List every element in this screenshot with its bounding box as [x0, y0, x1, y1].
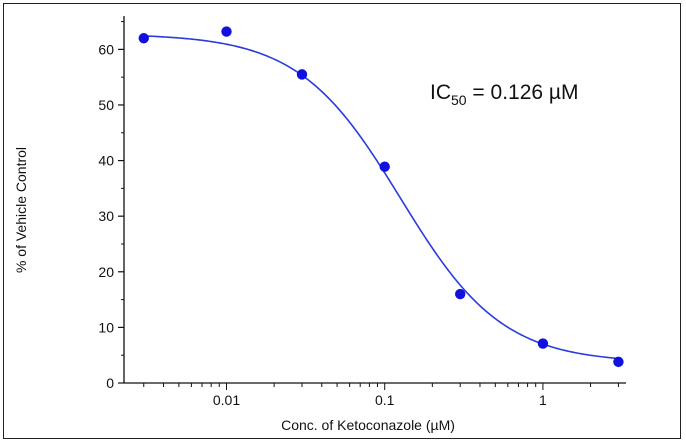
data-point [455, 288, 466, 300]
y-tick-label: 40 [98, 153, 114, 169]
ic50-annotation-value: = 0.126 µM [467, 81, 579, 104]
y-tick-label: 10 [98, 319, 114, 335]
y-tick-label: 20 [98, 264, 114, 280]
x-tick-label: 0.01 [213, 392, 240, 408]
y-tick-label: 0 [106, 375, 114, 391]
ic50-annotation: IC50 = 0.126 µM [430, 81, 579, 108]
data-point [296, 69, 308, 80]
axis-labels: 0 10 20 30 40 50 60 0.01 0.1 1 [98, 41, 547, 408]
x-tick-label: 0.1 [375, 392, 395, 408]
data-point [221, 26, 232, 37]
data-point [613, 356, 624, 368]
y-tick-label: 30 [98, 208, 114, 224]
y-tick-label: 60 [98, 41, 114, 57]
chart-frame: 0 10 20 30 40 50 60 0.01 0.1 1 % of Vehicle Contr… [3, 3, 681, 439]
x-axis-title: Conc. of Ketoconazole (µM) [281, 417, 455, 433]
x-tick-label: 1 [539, 392, 547, 408]
axes [118, 16, 626, 390]
data-point [537, 338, 549, 349]
ic50-annotation-prefix: IC [430, 81, 451, 104]
data-points [138, 26, 624, 368]
y-tick-label: 50 [98, 97, 114, 113]
data-point [379, 161, 390, 172]
ic50-annotation-subscript: 50 [451, 92, 467, 108]
y-axis-title: % of Vehicle Control [13, 147, 29, 273]
ic50-dose-response-chart: 0 10 20 30 40 50 60 0.01 0.1 1 % of Vehicle Contr… [13, 16, 626, 433]
data-point [138, 33, 149, 44]
